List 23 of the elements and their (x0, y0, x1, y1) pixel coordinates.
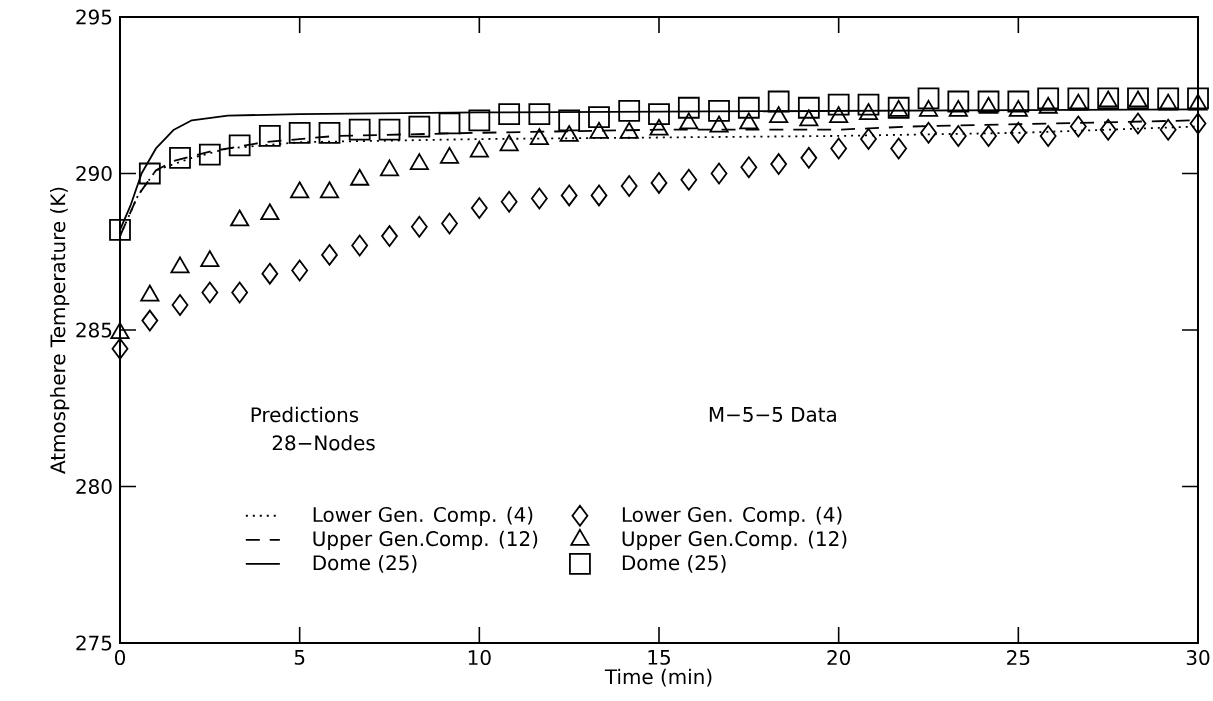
legend-label: Upper Gen.Comp. (12) (622, 530, 847, 551)
legend-label: Lower Gen. Comp. (4) (622, 506, 842, 526)
x-tick-label: 10 (468, 650, 491, 666)
x-tick-label: 25 (1007, 650, 1030, 666)
annotation: 28−Nodes (272, 434, 375, 451)
legend-label: Dome (25) (622, 554, 726, 573)
y-axis-title: Atmosphere Temperature (K) (49, 187, 70, 474)
x-tick-label: 0 (114, 650, 126, 666)
y-tick-label: 280 (76, 478, 112, 495)
legend-label: Lower Gen. Comp. (4) (313, 506, 533, 526)
y-tick-label: 285 (76, 322, 112, 338)
x-tick-label: 15 (648, 650, 670, 665)
x-tick-label: 30 (1186, 650, 1210, 666)
x-tick-label: 5 (294, 650, 305, 665)
y-tick-label: 275 (76, 635, 112, 651)
y-tick-label: 295 (76, 9, 112, 25)
annotation: Predictions (251, 406, 359, 423)
annotation: M−5−5 Data (709, 407, 836, 422)
x-axis-title: Time (min) (604, 668, 712, 687)
y-tick-label: 290 (76, 165, 112, 182)
legend-label: Upper Gen.Comp. (12) (313, 530, 538, 551)
legend-label: Dome (25) (313, 554, 417, 573)
x-tick-label: 20 (827, 650, 851, 666)
